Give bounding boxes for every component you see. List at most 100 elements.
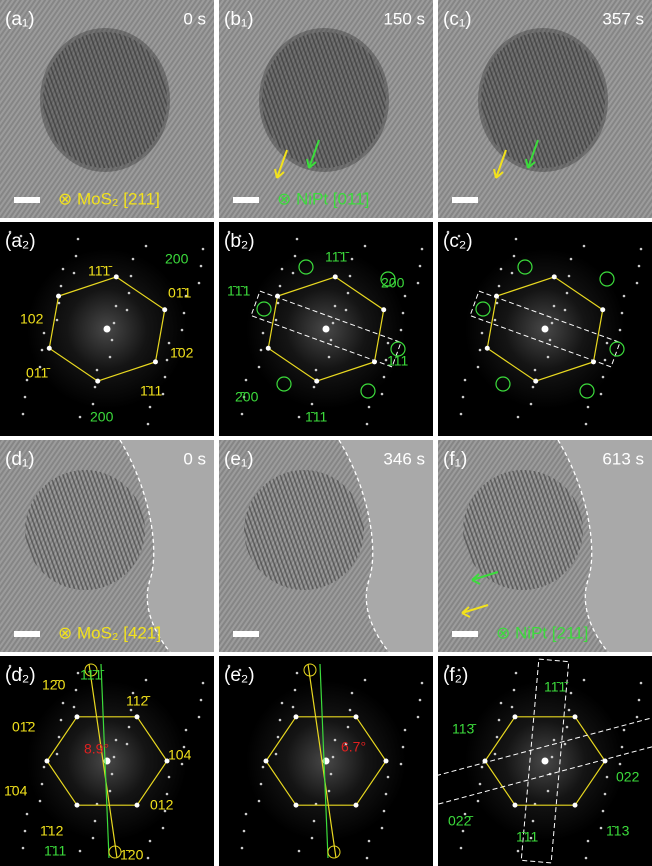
spot [534,369,537,372]
spot [258,366,261,369]
spot [334,739,337,742]
panel: 0 s⊗ MoS₂ [421̄](d₁) [0,440,214,652]
spot [532,820,535,823]
diffraction-index: 01̄2 [12,719,36,735]
spot [585,857,588,860]
spot [332,322,335,325]
spot [149,406,152,409]
spot [334,305,337,308]
spot [266,346,271,351]
spot [275,319,278,322]
spot [200,265,203,268]
spot [198,282,201,285]
spot [113,322,116,325]
spot [75,255,78,258]
spot [241,413,244,416]
spot [462,396,465,399]
spot [330,339,333,342]
spot [77,238,80,241]
spot [345,309,348,312]
spot [79,850,82,853]
spot [313,820,316,823]
spot [281,702,284,705]
spot [349,275,352,278]
zone-axis-caption: ⊗ MoS₂ [211] [58,189,160,208]
spot [385,793,388,796]
spot [551,756,554,759]
spot [573,803,578,808]
spot [262,332,265,335]
spot [383,376,386,379]
spot [135,803,140,808]
time-label: 150 s [383,9,425,28]
panel: 613 s⊗ NiPt [211](f₁) [438,440,652,652]
spot [22,413,25,416]
spot [22,847,25,850]
spot [600,393,603,396]
spot [513,714,518,719]
panel: 11̄1̄1̄1̄12001112̄001̄11(b₂) [219,222,433,436]
spot [60,285,63,288]
spot [183,312,186,315]
spot [258,800,261,803]
spot [243,830,246,833]
zone-axis-caption: ⊗ MoS₂ [421̄] [58,623,161,642]
diffraction-index: 1̄11 [44,843,67,859]
diffraction-index: 12̄0 [42,677,66,693]
figure: 0 s⊗ MoS₂ [211](a₁)150 s⊗ NiPt [011̄](b₁… [0,0,652,866]
spot [181,329,184,332]
spot [604,793,607,796]
spot [513,689,516,692]
diffraction-index: 6.7° [341,739,366,755]
diffraction-index: 200 [165,251,189,267]
spot [417,282,420,285]
spot [145,245,148,248]
spot [354,803,359,808]
spot [530,403,533,406]
diffraction-index: 112̄ [126,693,150,709]
spot [511,706,514,709]
spot [62,268,65,271]
spot [383,810,386,813]
spot [113,756,116,759]
spot [95,379,100,384]
spot [494,753,497,756]
spot [600,827,603,830]
spot [564,743,567,746]
spot [262,766,265,769]
center-spot [104,326,111,333]
spot [311,837,314,840]
spot [311,403,314,406]
spot [298,850,301,853]
panel-label: (d₂) [5,665,36,686]
spot [549,339,552,342]
spot [245,379,248,382]
spot [162,307,167,312]
diffraction-index: 102 [20,311,44,327]
diffraction-index: 011̄ [26,365,50,381]
spot [132,258,135,261]
diffraction-index: 104 [168,747,192,763]
spot [130,275,133,278]
spot [77,672,80,675]
particle [25,470,145,590]
spot [135,714,140,719]
spot [553,305,556,308]
spot [202,682,205,685]
spot [638,265,641,268]
spot [621,312,624,315]
spot [587,406,590,409]
spot [494,319,497,322]
spot [47,346,52,351]
spot [162,827,165,830]
spot [638,699,641,702]
spot [313,386,316,389]
spot [198,716,201,719]
spot [636,282,639,285]
spot [587,840,590,843]
spot [294,255,297,258]
spot [275,753,278,756]
spot [498,285,501,288]
spot [315,369,318,372]
spot [636,716,639,719]
